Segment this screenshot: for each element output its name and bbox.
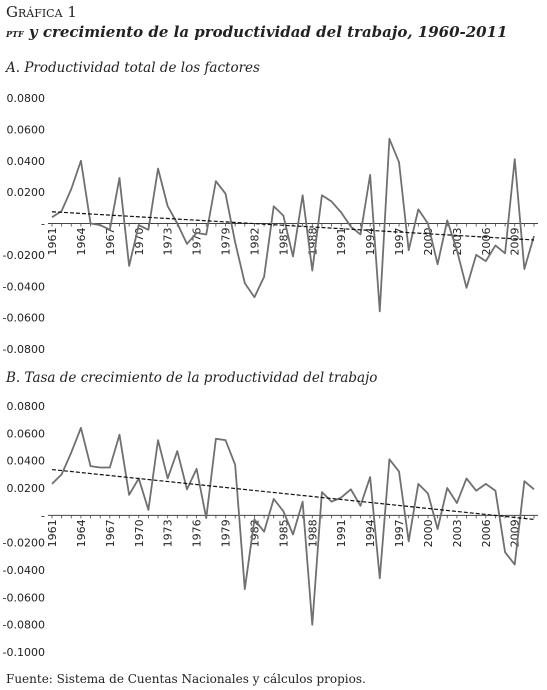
x-tick-label: 1976 <box>191 519 204 547</box>
x-tick-label: 1997 <box>393 519 406 547</box>
x-tick-label: 1985 <box>277 228 290 256</box>
figure-title-text: y crecimiento de la productividad del tr… <box>23 23 508 41</box>
x-tick-label: 2000 <box>422 519 435 547</box>
x-tick-label: 1964 <box>75 519 88 547</box>
trend-line <box>51 468 535 521</box>
x-tick-label: 1988 <box>306 519 319 547</box>
x-tick-label: 2006 <box>480 519 493 547</box>
x-tick-label: 1970 <box>133 519 146 547</box>
y-tick-label: -0.0400 <box>3 564 45 577</box>
y-tick-label: -0.0400 <box>3 280 45 293</box>
figure-title: ptf y crecimiento de la productividad de… <box>6 23 508 41</box>
y-tick-label: - <box>41 509 45 522</box>
y-tick-label: 0.0200 <box>7 482 46 495</box>
y-tick-label: -0.0200 <box>3 249 45 262</box>
x-tick-label: 1994 <box>364 519 377 547</box>
x-tick-label: 1967 <box>104 228 117 256</box>
x-tick-label: 1973 <box>162 519 175 547</box>
x-tick-label: 1979 <box>220 519 233 547</box>
x-tick-label: 1967 <box>104 519 117 547</box>
panel-b-title: B. Tasa de crecimiento de la productivid… <box>6 370 378 386</box>
x-tick-label: 1991 <box>335 228 348 256</box>
y-tick-label: -0.0200 <box>3 537 45 550</box>
x-tick-label: 1976 <box>191 228 204 256</box>
trend-line <box>51 211 535 241</box>
x-tick-label: 2003 <box>451 228 464 256</box>
series-line <box>51 137 535 313</box>
x-tick-label: 2009 <box>509 228 522 256</box>
x-tick-label: 1985 <box>277 519 290 547</box>
x-tick-label: 1991 <box>335 519 348 547</box>
y-tick-label: 0.0800 <box>7 400 46 413</box>
y-tick-label: - <box>41 218 45 231</box>
x-tick-label: 1961 <box>46 519 59 547</box>
panel-a-chart: 0.0800 0.0600 0.0400 0.0200 - -0.0200 -0.0400 -… <box>3 92 538 356</box>
y-tick-label: 0.0400 <box>7 155 46 168</box>
x-tick-label: 1961 <box>46 228 59 256</box>
y-tick-label: 0.0800 <box>7 92 46 105</box>
x-tick-label: 2003 <box>451 519 464 547</box>
panel-a-title: A. Productividad total de los factores <box>6 60 260 76</box>
y-tick-label: -0.0800 <box>3 619 45 632</box>
y-tick-label: 0.0600 <box>7 123 46 136</box>
x-tick-label: 1982 <box>248 228 261 256</box>
x-tick-label: 1997 <box>393 228 406 256</box>
y-tick-label: 0.0400 <box>7 455 46 468</box>
figure-title-abbrev: ptf <box>6 26 24 40</box>
source-note: Fuente: Sistema de Cuentas Nacionales y … <box>6 672 366 686</box>
x-tick-label: 1973 <box>162 228 175 256</box>
y-tick-label: 0.0200 <box>7 186 46 199</box>
y-tick-label: -0.0600 <box>3 312 45 325</box>
series-line <box>51 426 535 626</box>
y-tick-label: 0.0600 <box>7 427 46 440</box>
figure-label: Gráfica 1 <box>6 3 77 21</box>
y-tick-label: -0.1000 <box>3 646 45 659</box>
panel-b-chart: 0.0800 0.0600 0.0400 0.0200 - -0.0200 -0.0400 -… <box>3 400 538 659</box>
x-tick-label: 1979 <box>220 228 233 256</box>
x-tick-label: 1964 <box>75 228 88 256</box>
y-tick-label: -0.0600 <box>3 591 45 604</box>
x-tick-label: 2006 <box>480 228 493 256</box>
y-tick-label: -0.0800 <box>3 343 45 356</box>
